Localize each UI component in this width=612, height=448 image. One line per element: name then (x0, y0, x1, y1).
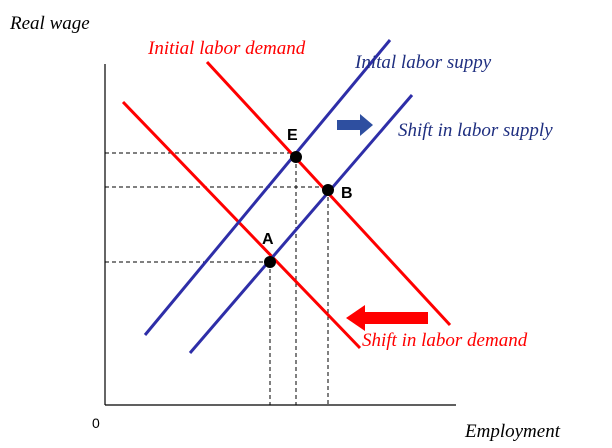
supply-label: Inital labor suppy (354, 52, 492, 73)
origin-label: 0 (92, 415, 100, 431)
supply-shift-label: Shift in labor supply (398, 120, 553, 141)
x-axis-label: Employment (464, 421, 561, 442)
supply-shift-arrow (337, 114, 373, 136)
guides (105, 152, 329, 405)
initial-supply-curve (143, 39, 392, 336)
point (264, 256, 276, 268)
shifted-demand-curve (121, 100, 362, 350)
y-axis-label: Real wage (9, 13, 90, 34)
demand-shift-arrow (346, 305, 428, 331)
demand-shift-label: Shift in labor demand (362, 330, 528, 351)
point-label: E (287, 127, 298, 144)
point-label: B (341, 185, 353, 202)
point (322, 184, 334, 196)
point-label: A (262, 231, 274, 248)
demand-label: Initial labor demand (147, 38, 306, 59)
point (290, 151, 302, 163)
shifted-supply-curve (188, 94, 414, 354)
